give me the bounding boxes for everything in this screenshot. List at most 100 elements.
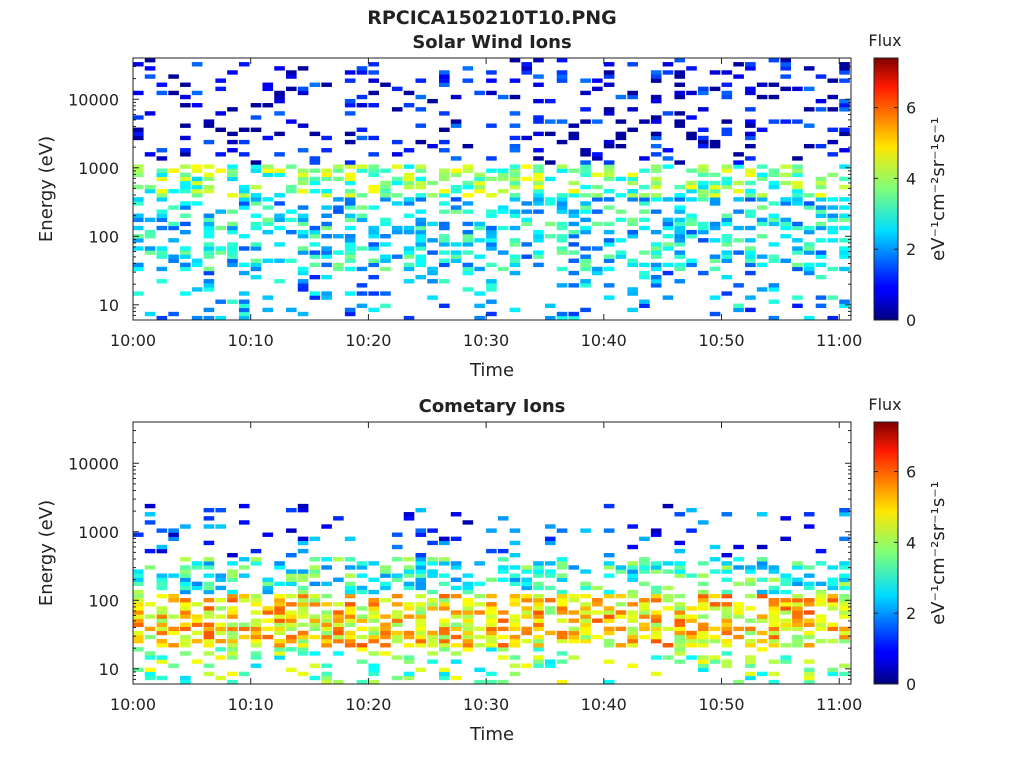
- heatmap-cell: [697, 238, 709, 243]
- heatmap-cell: [756, 557, 768, 562]
- heatmap-cell: [250, 201, 262, 206]
- heatmap-cell: [697, 581, 709, 587]
- heatmap-cell: [486, 528, 497, 533]
- heatmap-cell: [439, 139, 450, 145]
- heatmap-cell: [450, 168, 462, 173]
- heatmap-cell: [474, 593, 485, 599]
- heatmap-cell: [415, 123, 427, 128]
- heatmap-cell: [474, 610, 485, 615]
- heatmap-cell: [286, 626, 297, 632]
- heatmap-cell: [144, 626, 156, 632]
- heatmap-cell: [580, 119, 591, 124]
- heatmap-cell: [203, 221, 215, 227]
- heatmap-cell: [227, 598, 238, 603]
- heatmap-cell: [568, 283, 580, 288]
- heatmap-cell: [344, 622, 356, 627]
- heatmap-cell: [580, 585, 591, 591]
- heatmap-cell: [250, 242, 262, 247]
- heatmap-cell: [356, 303, 368, 309]
- heatmap-cell: [521, 626, 533, 632]
- heatmap-cell: [803, 622, 815, 627]
- heatmap-cell: [603, 229, 615, 235]
- heatmap-cell: [556, 593, 568, 599]
- heatmap-cell: [627, 193, 638, 198]
- heatmap-cell: [356, 626, 368, 632]
- heatmap-cell: [509, 671, 521, 677]
- heatmap-cell: [533, 119, 544, 124]
- heatmap-cell: [227, 168, 238, 173]
- heatmap-cell: [745, 131, 756, 137]
- heatmap-cell: [639, 614, 650, 619]
- heatmap-cell: [674, 279, 686, 284]
- heatmap-cell: [827, 295, 839, 300]
- heatmap-cell: [533, 115, 544, 120]
- heatmap-cell: [274, 581, 285, 587]
- heatmap-cell: [227, 229, 238, 235]
- heatmap-cell: [439, 647, 450, 652]
- heatmap-cell: [486, 238, 497, 243]
- heatmap-cell: [321, 291, 332, 296]
- heatmap-cell: [156, 193, 168, 198]
- heatmap-cell: [839, 266, 850, 272]
- heatmap-cell: [344, 213, 356, 218]
- heatmap-cell: [509, 238, 521, 243]
- heatmap-cell: [592, 119, 603, 124]
- heatmap-cell: [650, 585, 662, 591]
- heatmap-cell: [368, 262, 379, 268]
- heatmap-cell: [839, 585, 850, 591]
- heatmap-cell: [603, 176, 615, 182]
- heatmap-cell: [839, 630, 850, 636]
- heatmap-cell: [674, 94, 686, 100]
- heatmap-cell: [356, 589, 368, 595]
- heatmap-cell: [615, 602, 627, 607]
- heatmap-cell: [297, 217, 309, 223]
- heatmap-cell: [486, 283, 497, 288]
- heatmap-cell: [168, 593, 179, 599]
- heatmap-cell: [839, 561, 850, 566]
- heatmap-cell: [615, 565, 627, 570]
- heatmap-cell: [733, 626, 744, 632]
- heatmap-cell: [568, 168, 580, 173]
- heatmap-cell: [297, 234, 309, 239]
- heatmap-cell: [439, 675, 450, 681]
- heatmap-cell: [356, 647, 368, 652]
- heatmap-cell: [462, 242, 474, 247]
- heatmap-cell: [815, 274, 827, 280]
- heatmap-cell: [674, 242, 686, 247]
- heatmap-cell: [603, 242, 615, 247]
- heatmap-cell: [709, 593, 721, 599]
- heatmap-cell: [238, 303, 250, 309]
- heatmap-cell: [191, 287, 203, 292]
- heatmap-cell: [415, 229, 427, 235]
- heatmap-cell: [262, 164, 274, 169]
- heatmap-cell: [415, 234, 427, 239]
- heatmap-cell: [144, 667, 156, 673]
- heatmap-cell: [580, 618, 591, 623]
- heatmap-cell: [792, 189, 803, 194]
- heatmap-cell: [533, 254, 544, 259]
- heatmap-cell: [368, 610, 379, 615]
- heatmap-cell: [203, 242, 215, 247]
- heatmap-cell: [403, 606, 415, 611]
- heatmap-cell: [509, 573, 521, 578]
- heatmap-cell: [439, 602, 450, 607]
- heatmap-cell: [544, 598, 556, 603]
- heatmap-cell: [733, 581, 744, 587]
- heatmap-cell: [521, 614, 533, 619]
- heatmap-cell: [792, 561, 803, 566]
- heatmap-cell: [144, 184, 156, 190]
- heatmap-cell: [297, 148, 309, 153]
- heatmap-cell: [709, 197, 721, 202]
- heatmap-cell: [533, 156, 544, 161]
- heatmap-cell: [674, 643, 686, 648]
- heatmap-cell: [321, 565, 332, 570]
- heatmap-cell: [745, 213, 756, 218]
- heatmap-cell: [697, 561, 709, 566]
- heatmap-cell: [662, 70, 674, 75]
- heatmap-cell: [839, 254, 850, 259]
- heatmap-cell: [533, 655, 544, 660]
- heatmap-cell: [450, 123, 462, 128]
- heatmap-cell: [768, 598, 780, 603]
- heatmap-cell: [509, 176, 521, 182]
- heatmap-cell: [815, 622, 827, 627]
